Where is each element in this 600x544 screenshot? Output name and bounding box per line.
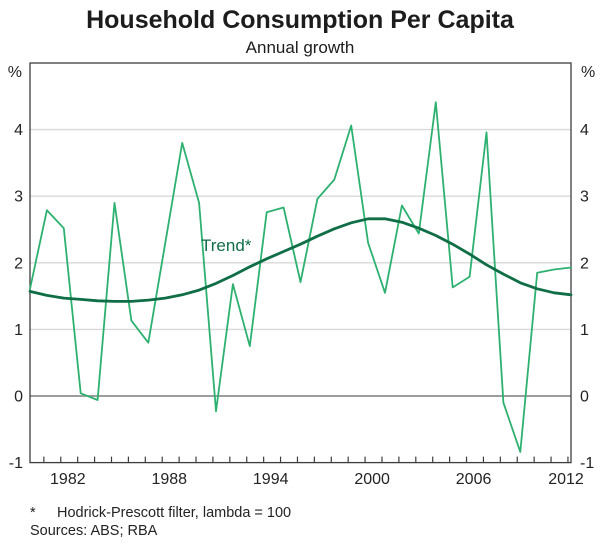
trend-line	[28, 217, 573, 303]
y-axis-label-right: -1	[580, 455, 594, 472]
trend-line-label: Trend*	[201, 236, 252, 255]
footnote-line: * Hodrick-Prescott filter, lambda = 100	[30, 504, 570, 522]
x-axis-label: 1982	[50, 471, 86, 488]
y-axis-label-left: 3	[14, 189, 23, 206]
y-axis-label-left: 1	[14, 322, 23, 339]
y-axis-label-right: 3	[580, 189, 589, 206]
x-axis-label: 2012	[548, 471, 584, 488]
chart-title: Household Consumption Per Capita	[86, 6, 514, 34]
y-axis-unit-left: %	[8, 64, 22, 81]
y-axis-label-right: 4	[580, 122, 589, 139]
chart-subtitle: Annual growth	[245, 38, 355, 57]
y-axis-unit-right: %	[581, 64, 595, 81]
x-axis-label: 1994	[253, 471, 289, 488]
y-axis-label-left: -1	[9, 455, 23, 472]
sources-text: Sources: ABS; RBA	[30, 523, 158, 539]
footnote-text: Hodrick-Prescott filter, lambda = 100	[57, 505, 292, 521]
footnote-block: * Hodrick-Prescott filter, lambda = 100 S…	[30, 504, 570, 540]
y-axis-label-left: 2	[14, 255, 23, 272]
x-axis-label: 2000	[354, 471, 390, 488]
y-axis-label-left: 4	[14, 122, 23, 139]
annual-growth-line	[29, 101, 572, 453]
y-axis-label-left: 0	[14, 389, 23, 406]
x-axis-label: 2006	[456, 471, 492, 488]
x-axis-label: 1988	[151, 471, 187, 488]
plot-border	[29, 62, 572, 464]
y-axis-label-right: 0	[580, 389, 589, 406]
y-axis-label-right: 2	[580, 255, 589, 272]
y-axis-label-right: 1	[580, 322, 589, 339]
footnote-asterisk: *	[30, 505, 36, 521]
